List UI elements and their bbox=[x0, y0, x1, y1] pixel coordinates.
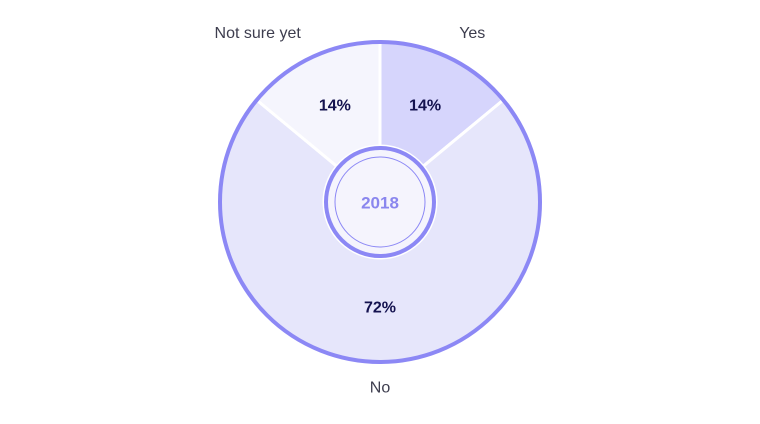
center-outer-ring bbox=[324, 146, 436, 258]
category-label-yes: Yes bbox=[459, 25, 485, 42]
center-year-label: 2018 bbox=[361, 194, 399, 213]
value-label-yes: 14% bbox=[409, 98, 441, 115]
labels-group: 14% Yes 72% No 14% Not sure yet bbox=[215, 25, 486, 396]
value-label-not-sure-yet: 14% bbox=[319, 98, 351, 115]
category-label-not-sure-yet: Not sure yet bbox=[215, 25, 302, 42]
outer-ring-outline bbox=[218, 40, 542, 364]
category-label-no: No bbox=[370, 380, 391, 397]
center-hole: 2018 bbox=[324, 146, 436, 258]
value-label-no: 72% bbox=[364, 300, 396, 317]
center-inner-ring bbox=[334, 156, 426, 248]
